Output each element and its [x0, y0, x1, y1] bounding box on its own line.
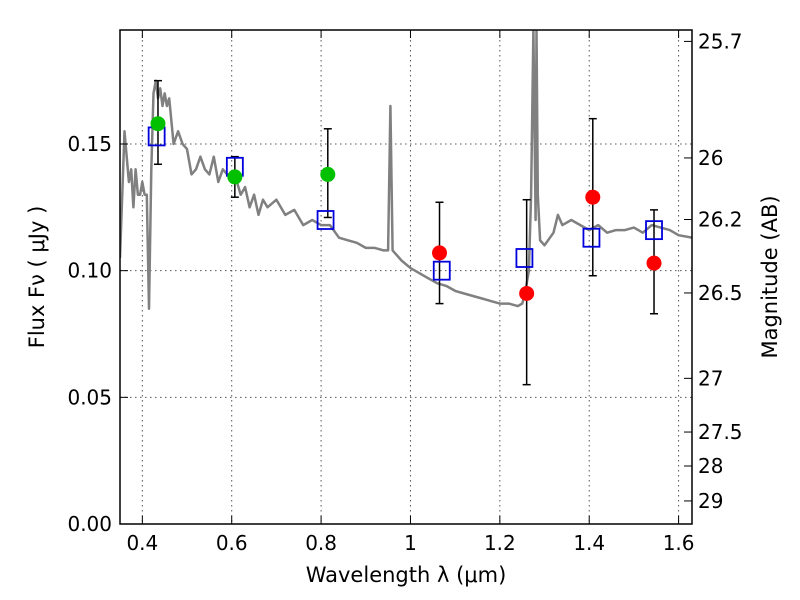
- x-axis-label: Wavelength λ (μm): [306, 563, 507, 587]
- observed-point-red: [646, 255, 662, 271]
- y-tick-label: 0.10: [67, 259, 112, 283]
- y2-tick-label: 25.7: [698, 29, 743, 53]
- model-box: [645, 220, 663, 241]
- x-tick-label: 1.6: [663, 531, 695, 555]
- y2-tick-label: 27: [698, 366, 723, 390]
- x-tick-label: 0.6: [216, 531, 248, 555]
- y2-tick-label: 27.5: [698, 420, 743, 444]
- observed-point-green: [320, 166, 336, 182]
- axis-ticks: 0.4 0.6 0.8 1 1.2 1.4 1.6 0.00 0.05 0.10 0.15 25.7 2…: [67, 29, 742, 555]
- model-spectrum-line: [120, 30, 692, 310]
- y2-axis-label: Magnitude (AB): [758, 195, 782, 358]
- y2-tick-label: 26: [698, 146, 723, 170]
- model-box: [432, 260, 451, 281]
- x-tick-label: 1.2: [484, 531, 516, 555]
- model-photometry-boxes: [147, 126, 663, 281]
- x-tick-label: 1.4: [573, 531, 605, 555]
- observed-point-red: [432, 245, 448, 261]
- plot-frame: [119, 29, 693, 525]
- y2-tick-label: 28: [698, 454, 723, 478]
- y-tick-label: 0.00: [67, 512, 112, 536]
- y2-tick-label: 26.2: [698, 207, 743, 231]
- y-tick-label: 0.05: [67, 385, 112, 409]
- y2-tick-label: 26.5: [698, 281, 743, 305]
- observed-point-green: [150, 116, 166, 132]
- x-tick-label: 1: [404, 531, 417, 555]
- observed-point-green: [227, 169, 243, 185]
- observed-point-red: [519, 285, 535, 301]
- y-tick-label: 0.15: [67, 132, 112, 156]
- observed-point-red: [585, 189, 601, 205]
- observed-points: [150, 116, 662, 301]
- x-tick-label: 0.4: [126, 531, 158, 555]
- model-box: [515, 248, 534, 268]
- model-spectrum: [120, 30, 692, 310]
- model-box: [316, 210, 335, 230]
- model-box: [582, 227, 601, 248]
- error-bars: [153, 79, 659, 386]
- y2-tick-label: 29: [698, 489, 723, 513]
- x-tick-label: 0.8: [305, 531, 337, 555]
- y-axis-label: Flux Fν ( μJy ): [25, 206, 49, 349]
- grid: [120, 30, 692, 524]
